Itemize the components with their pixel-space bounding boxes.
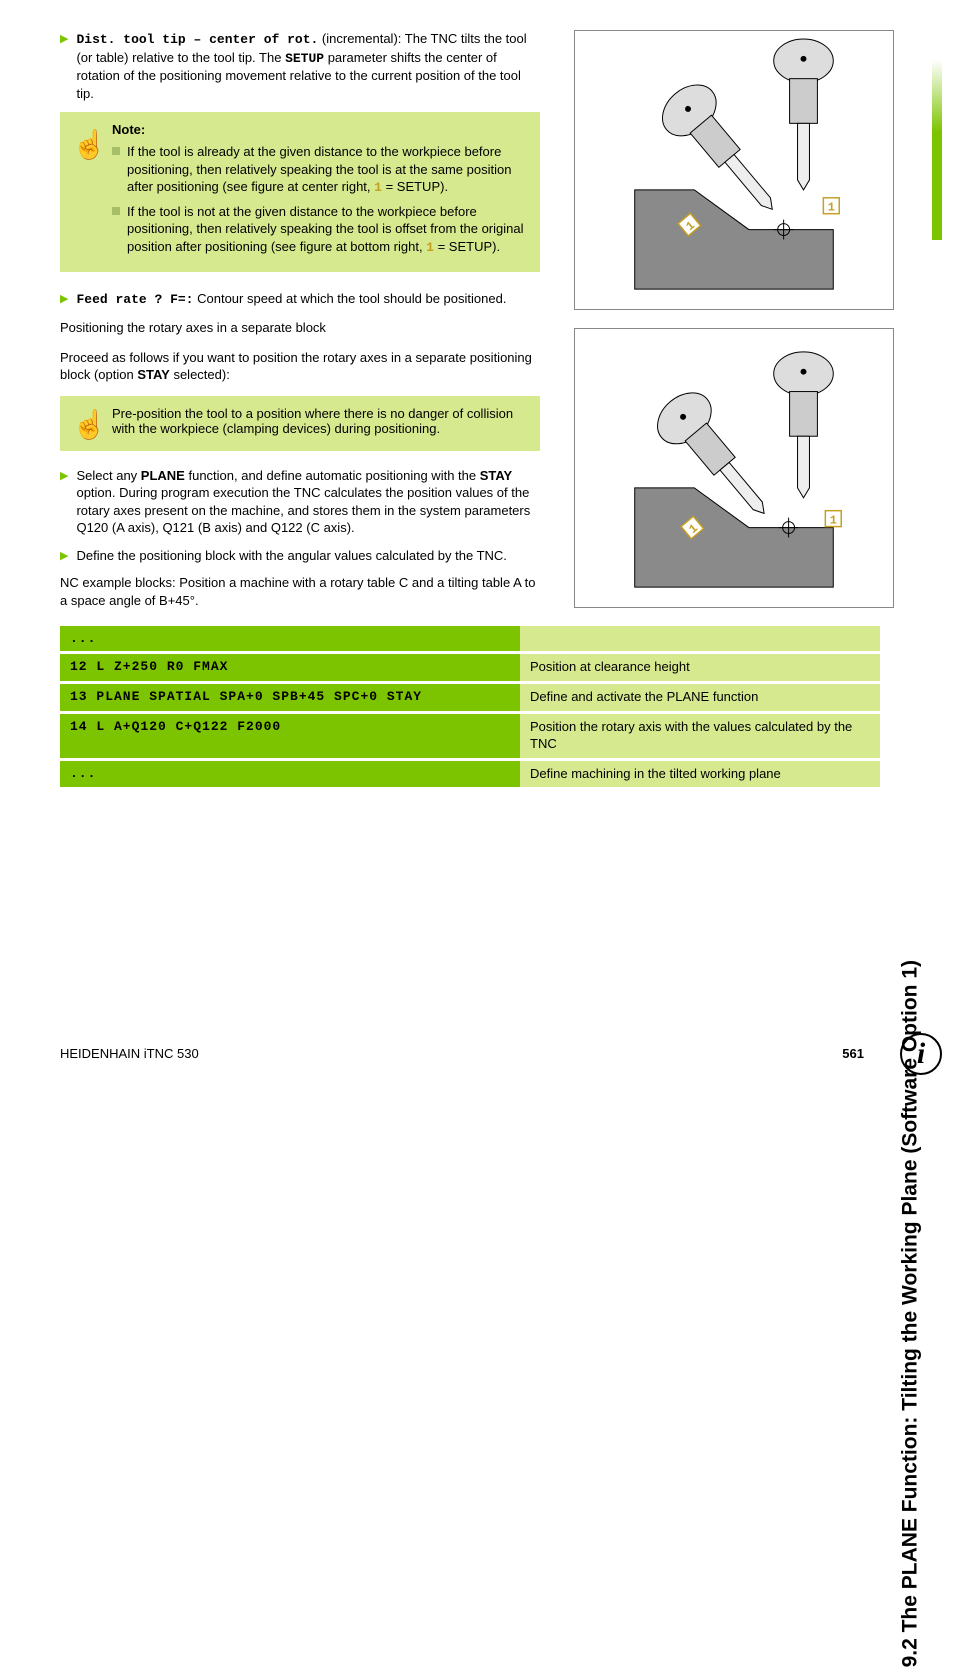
table-row: 12 L Z+250 R0 FMAXPosition at clearance … [60, 654, 880, 681]
text-column: ▶ Dist. tool tip – center of rot. (incre… [60, 30, 540, 621]
note-item-1: If the tool is already at the given dist… [112, 143, 528, 197]
paragraph: NC example blocks: Position a machine wi… [60, 574, 540, 609]
note-box: ☝ Note: If the tool is already at the gi… [60, 112, 540, 272]
square-bullet-icon [112, 147, 120, 155]
step-define-block: ▶ Define the positioning block with the … [60, 547, 540, 565]
table-row: ... [60, 626, 880, 651]
tool-diagram-2: 1 1 [575, 329, 893, 607]
page-number: 561 [842, 1046, 864, 1061]
paragraph: Proceed as follows if you want to positi… [60, 349, 540, 384]
hand-icon: ☝ [72, 122, 112, 262]
bullet-arrow-icon: ▶ [60, 292, 68, 309]
subheading: Positioning the rotary axes in a separat… [60, 319, 540, 337]
figure-2: 1 1 [574, 328, 894, 608]
note-item-2: If the tool is not at the given distance… [112, 203, 528, 257]
svg-text:1: 1 [828, 201, 835, 215]
table-row: 14 L A+Q120 C+Q122 F2000Position the rot… [60, 714, 880, 758]
footer-product: HEIDENHAIN iTNC 530 [60, 1046, 199, 1061]
table-row: 13 PLANE SPATIAL SPA+0 SPB+45 SPC+0 STAY… [60, 684, 880, 711]
hand-icon: ☝ [72, 406, 112, 441]
nc-code-table: ... 12 L Z+250 R0 FMAXPosition at cleara… [60, 626, 880, 787]
param-dist-tooltip: ▶ Dist. tool tip – center of rot. (incre… [60, 30, 540, 102]
figure-1: 1 1 [574, 30, 894, 310]
square-bullet-icon [112, 207, 120, 215]
bullet-arrow-icon: ▶ [60, 469, 68, 537]
warning-text: Pre-position the tool to a position wher… [112, 406, 528, 441]
bullet-arrow-icon: ▶ [60, 32, 68, 102]
table-row: ...Define machining in the tilted workin… [60, 761, 880, 788]
warning-box: ☝ Pre-position the tool to a position wh… [60, 396, 540, 451]
side-accent [932, 60, 942, 240]
tool-diagram-1: 1 1 [575, 31, 893, 309]
svg-text:1: 1 [830, 514, 837, 528]
step-select-plane: ▶ Select any PLANE function, and define … [60, 467, 540, 537]
page-footer: HEIDENHAIN iTNC 530 561 [60, 1046, 864, 1061]
side-title-bar: 9.2 The PLANE Function: Tilting the Work… [902, 10, 942, 1010]
param-feedrate: ▶ Feed rate ? F=: Contour speed at which… [60, 290, 540, 309]
figure-column: 1 1 1 [574, 30, 894, 626]
info-icon: i [900, 1033, 942, 1075]
note-title: Note: [112, 122, 528, 137]
bullet-arrow-icon: ▶ [60, 549, 68, 565]
param-text: Dist. tool tip – center of rot. (increme… [76, 30, 540, 102]
